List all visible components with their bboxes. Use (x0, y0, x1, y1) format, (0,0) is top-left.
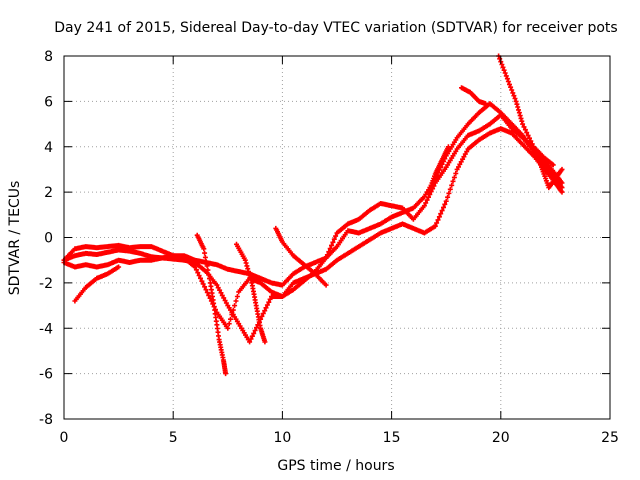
y-tick-label: 2 (44, 185, 53, 201)
x-tick-label: 20 (492, 430, 510, 446)
x-tick-label: 10 (273, 430, 291, 446)
series-track-9 (459, 85, 488, 107)
chart-title: Day 241 of 2015, Sidereal Day-to-day VTE… (54, 20, 617, 36)
series-track-5 (194, 232, 229, 377)
y-tick-label: -4 (39, 321, 53, 337)
series-track-4 (72, 264, 122, 304)
series-track-11 (533, 148, 565, 191)
plus-marker-path (61, 126, 565, 331)
series-track-2 (61, 101, 565, 345)
plus-marker-path (234, 241, 268, 345)
y-tick-label: -6 (39, 367, 53, 383)
x-axis-ticks: 0 5 10 15 20 25 (60, 56, 619, 446)
x-axis-label: GPS time / hours (277, 458, 394, 474)
series-track-8 (426, 144, 451, 195)
data-points (61, 53, 565, 377)
y-tick-label: 4 (44, 140, 53, 156)
plus-marker-path (61, 101, 565, 345)
plus-marker-path (273, 225, 329, 288)
y-tick-label: -2 (39, 276, 53, 292)
x-tick-label: 5 (169, 430, 178, 446)
y-axis-label: SDTVAR / TECUs (7, 181, 23, 296)
grid-lines (64, 56, 610, 419)
y-tick-label: 8 (44, 49, 53, 65)
y-axis-ticks: -8 -6 -4 -2 0 2 4 6 8 (39, 49, 610, 428)
y-tick-label: 6 (44, 94, 53, 110)
series-track-7 (273, 225, 329, 288)
series-track-3 (61, 126, 565, 331)
y-tick-label: 0 (44, 231, 53, 247)
series-track-6 (234, 241, 268, 345)
x-tick-label: 15 (383, 430, 401, 446)
plus-marker-path (194, 232, 229, 377)
plus-marker-path (459, 85, 488, 107)
plus-marker-path (72, 264, 122, 304)
plus-marker-path (533, 148, 565, 191)
x-tick-label: 25 (601, 430, 619, 446)
x-tick-label: 0 (60, 430, 69, 446)
y-tick-label: -8 (39, 412, 53, 428)
plus-marker-path (426, 144, 451, 195)
